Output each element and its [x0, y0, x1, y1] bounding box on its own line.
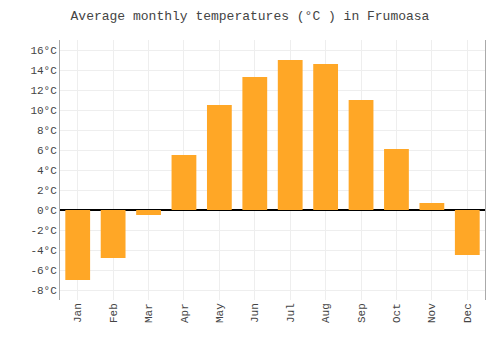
svg-text:Oct: Oct [391, 303, 403, 323]
svg-text:Jan: Jan [72, 303, 84, 323]
svg-text:14°C: 14°C [30, 65, 57, 77]
svg-text:4°C: 4°C [37, 165, 57, 177]
svg-text:12°C: 12°C [30, 85, 57, 97]
svg-text:Sep: Sep [356, 303, 368, 323]
svg-text:0°C: 0°C [37, 205, 57, 217]
svg-text:Average monthly temperatures (: Average monthly temperatures (°C ) in Fr… [71, 9, 430, 24]
svg-text:Feb: Feb [108, 303, 120, 323]
svg-text:May: May [214, 303, 226, 323]
svg-text:-2°C: -2°C [30, 225, 57, 237]
svg-text:6°C: 6°C [37, 145, 57, 157]
svg-text:Jul: Jul [285, 303, 297, 323]
svg-text:10°C: 10°C [30, 105, 57, 117]
svg-text:16°C: 16°C [30, 45, 57, 57]
svg-text:Jun: Jun [249, 303, 261, 323]
svg-text:-4°C: -4°C [30, 245, 57, 257]
svg-text:8°C: 8°C [37, 125, 57, 137]
svg-text:Dec: Dec [462, 303, 474, 323]
svg-text:2°C: 2°C [37, 185, 57, 197]
svg-text:-6°C: -6°C [30, 265, 57, 277]
svg-text:-8°C: -8°C [30, 285, 57, 297]
svg-text:Aug: Aug [320, 303, 332, 323]
svg-text:Nov: Nov [426, 303, 438, 323]
svg-text:Mar: Mar [143, 303, 155, 323]
svg-text:Apr: Apr [179, 303, 191, 323]
